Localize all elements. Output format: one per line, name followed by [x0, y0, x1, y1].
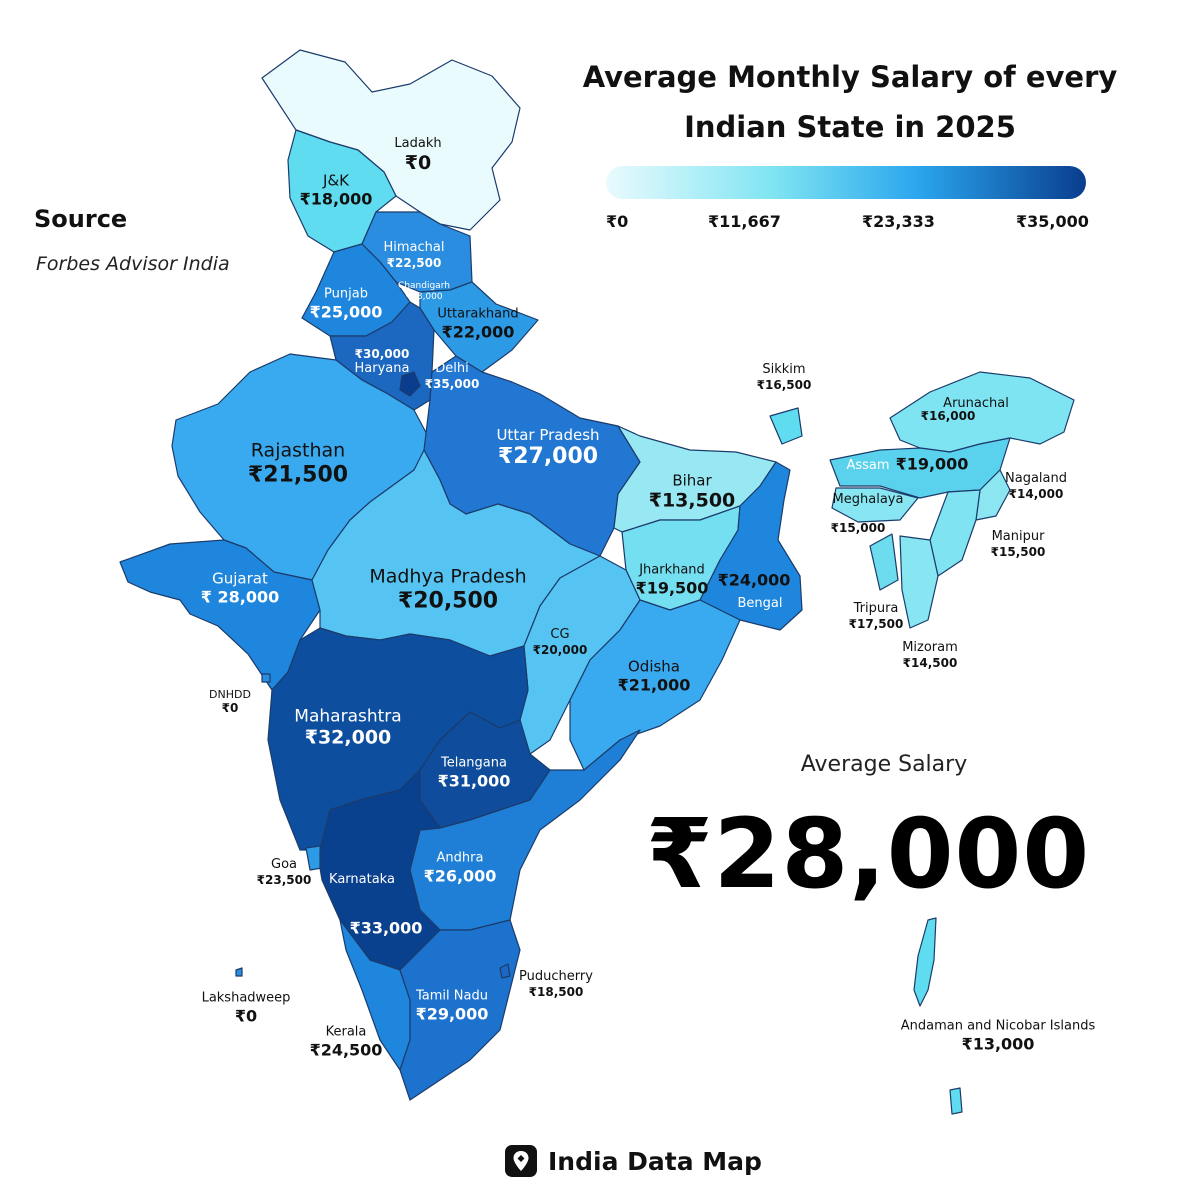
label-andaman: Andaman and Nicobar Islands ₹13,000 [900, 1018, 1096, 1054]
region-odisha[interactable] [569, 599, 741, 771]
region-andaman[interactable] [913, 917, 937, 1007]
region-manipur[interactable] [929, 489, 981, 577]
label-manipur: Manipur ₹15,500 [990, 529, 1046, 559]
map-title: Average Monthly Salary of every Indian S… [582, 60, 1118, 144]
label-punjab: Punjab ₹25,000 [309, 286, 383, 322]
label-himachal: Himachal ₹22,500 [383, 240, 445, 270]
brand: India Data Map [504, 1144, 762, 1178]
label-uttarakhand: Uttarakhand ₹22,000 [437, 306, 519, 342]
label-sikkim: Sikkim ₹16,500 [756, 362, 812, 392]
region-delhi[interactable] [399, 371, 421, 397]
label-karnataka: Karnataka [329, 872, 395, 888]
region-dnhdd[interactable] [261, 673, 271, 683]
label-cg: CG ₹20,000 [532, 627, 588, 657]
source-heading: Source [34, 205, 128, 233]
label-goa: Goa ₹23,500 [256, 857, 312, 887]
label-rajasthan: Rajasthan ₹21,500 [247, 439, 349, 488]
region-puducherry[interactable] [499, 963, 511, 979]
legend-color-bar [606, 166, 1086, 199]
label-ladakh: Ladakh ₹0 [394, 135, 442, 174]
label-maharashtra: Maharashtra ₹32,000 [294, 706, 402, 749]
legend-tick-max: ₹35,000 [1016, 212, 1089, 231]
label-arunachal-value: ₹16,000 [920, 408, 976, 423]
label-tripura: Tripura ₹17,500 [848, 601, 904, 631]
label-jharkhand: Jharkhand ₹19,500 [635, 562, 709, 598]
label-bihar: Bihar ₹13,500 [648, 471, 736, 512]
region-tripura[interactable] [869, 533, 899, 591]
region-nicobar[interactable] [949, 1087, 963, 1115]
label-up: Uttar Pradesh ₹27,000 [496, 425, 600, 469]
legend-tick-1: ₹11,667 [708, 212, 781, 231]
label-puducherry: Puducherry ₹18,500 [519, 969, 593, 999]
label-dnhdd: DNHDD ₹0 [209, 688, 251, 716]
region-arunachal[interactable] [889, 371, 1075, 453]
label-tamilnadu: Tamil Nadu ₹29,000 [415, 988, 489, 1024]
average-salary-label: Average Salary [800, 752, 968, 777]
label-jk: J&K ₹18,000 [299, 171, 373, 209]
label-nagaland: Nagaland ₹14,000 [1005, 471, 1067, 501]
brand-name: India Data Map [548, 1146, 762, 1176]
label-mizoram: Mizoram ₹14,500 [902, 640, 958, 670]
region-karnataka[interactable] [319, 769, 441, 971]
label-assam: Assam [846, 458, 890, 474]
source-value: Forbes Advisor India [36, 253, 230, 275]
label-karnataka-value: ₹33,000 [349, 918, 423, 938]
label-odisha: Odisha ₹21,000 [617, 657, 691, 695]
legend-tick-2: ₹23,333 [862, 212, 935, 231]
average-salary-value: ₹28,000 [645, 798, 1091, 910]
region-lakshadweep[interactable] [235, 967, 243, 977]
label-andhra: Andhra ₹26,000 [423, 850, 497, 886]
region-meghalaya[interactable] [831, 487, 919, 523]
map-pin-icon [505, 1145, 537, 1177]
label-assam-value: ₹19,000 [895, 454, 969, 474]
label-arunachal: Arunachal [943, 396, 1009, 412]
legend-tick-min: ₹0 [606, 212, 629, 231]
label-haryana: ₹30,000 Haryana [354, 347, 410, 377]
label-kerala: Kerala ₹24,500 [309, 1024, 383, 1060]
label-mp: Madhya Pradesh ₹20,500 [369, 565, 527, 614]
region-mizoram[interactable] [899, 535, 939, 629]
label-meghalaya-value: ₹15,000 [830, 520, 886, 535]
region-sikkim[interactable] [769, 407, 803, 445]
label-gujarat: Gujarat ₹ 28,000 [200, 569, 280, 607]
label-telangana: Telangana ₹31,000 [437, 755, 511, 791]
region-tamilnadu[interactable] [399, 919, 521, 1101]
label-meghalaya: Meghalaya [832, 492, 904, 508]
label-bengal: Bengal [737, 596, 783, 612]
label-chandigarh: Chandigarh ₹23,000 [398, 281, 450, 302]
region-bengal[interactable] [699, 461, 803, 631]
label-bengal-value: ₹24,000 [717, 570, 791, 590]
label-delhi: Delhi ₹35,000 [424, 361, 480, 391]
label-lakshadweep: Lakshadweep ₹0 [201, 990, 291, 1026]
